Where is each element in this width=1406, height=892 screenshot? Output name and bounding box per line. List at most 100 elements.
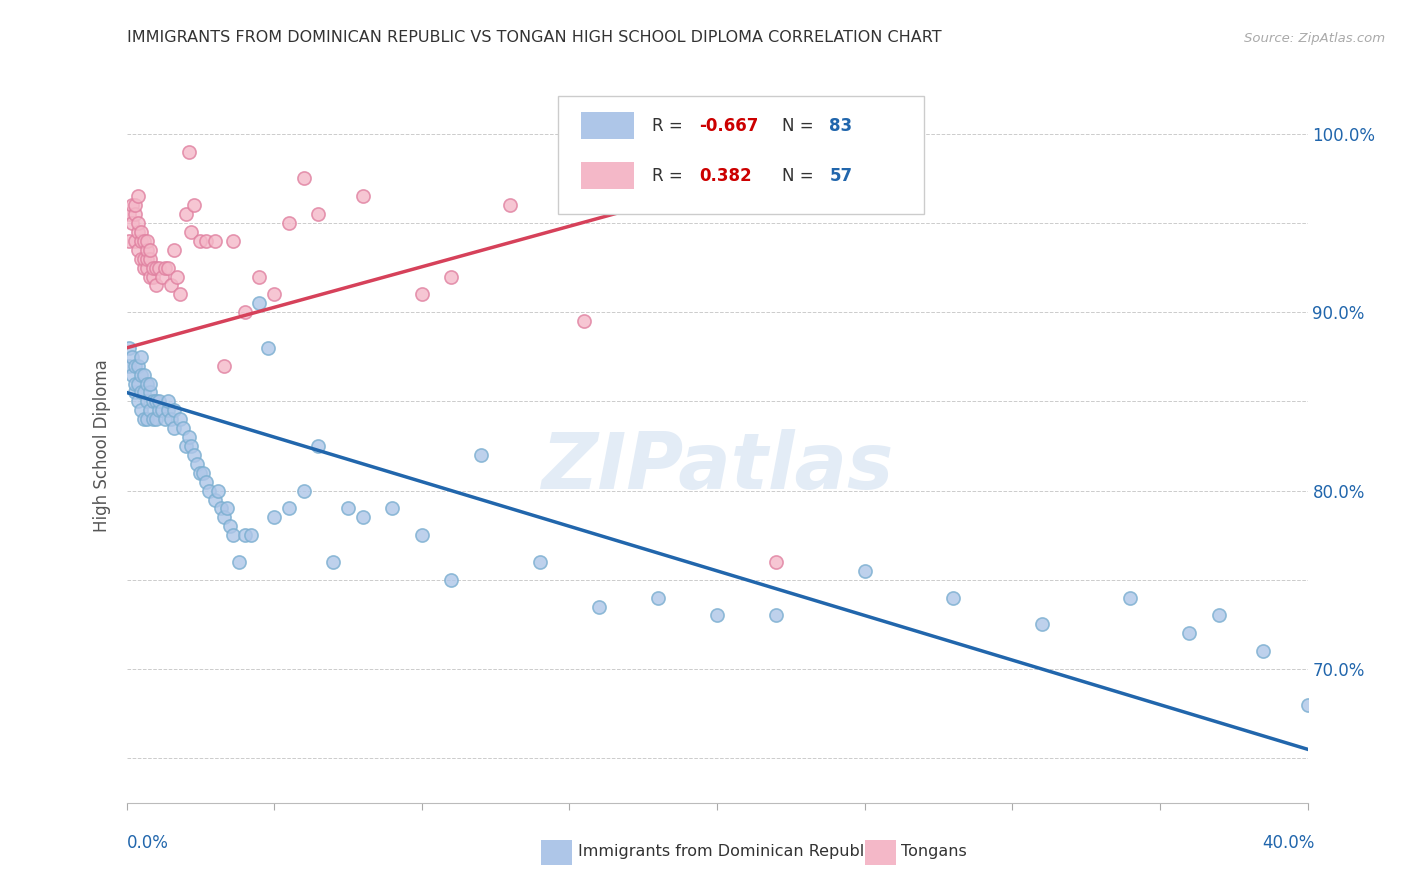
Point [529,555,551,569]
Point [263,510,285,524]
Text: IMMIGRANTS FROM DOMINICAN REPUBLIC VS TONGAN HIGH SCHOOL DIPLOMA CORRELATION CHA: IMMIGRANTS FROM DOMINICAN REPUBLIC VS TO… [127,29,941,45]
Point [139,252,162,266]
Point [124,198,146,212]
Point [381,501,404,516]
Point [307,207,329,221]
Text: 0.382: 0.382 [699,168,752,186]
Point [124,207,146,221]
Point [150,269,173,284]
Point [127,189,149,203]
Point [292,171,315,186]
Point [124,234,146,248]
Text: N =: N = [782,117,818,135]
Y-axis label: High School Diploma: High School Diploma [93,359,111,533]
Point [352,189,374,203]
Point [163,403,186,417]
Point [174,207,197,221]
Point [204,234,226,248]
Point [127,225,149,239]
Point [153,412,176,426]
Text: 40.0%: 40.0% [1263,834,1315,852]
Point [142,412,165,426]
Text: -0.667: -0.667 [699,117,759,135]
Point [142,260,165,275]
Point [121,198,143,212]
Point [142,269,165,284]
Point [127,359,149,373]
Point [853,564,876,578]
Point [239,528,262,542]
Point [121,350,143,364]
Point [588,599,610,614]
Point [322,555,344,569]
Point [127,376,149,391]
Point [150,403,173,417]
Point [156,260,179,275]
Point [942,591,965,605]
Point [129,234,153,248]
Point [215,501,238,516]
Point [129,350,153,364]
Point [1296,698,1319,712]
Point [307,439,329,453]
FancyBboxPatch shape [558,96,924,214]
Point [136,394,159,409]
Point [177,145,200,159]
Point [247,296,270,310]
Text: Source: ZipAtlas.com: Source: ZipAtlas.com [1244,31,1385,45]
Point [118,234,141,248]
Point [174,439,197,453]
Point [186,457,208,471]
Point [352,510,374,524]
Point [195,475,218,489]
Point [134,234,156,248]
Point [574,314,596,328]
Point [207,483,229,498]
Point [1031,617,1053,632]
Point [706,608,728,623]
Point [1251,644,1274,658]
Point [134,412,156,426]
Point [156,403,179,417]
Point [188,234,211,248]
Point [212,359,235,373]
Point [145,412,167,426]
Text: 57: 57 [830,168,852,186]
Point [337,501,360,516]
Point [647,591,669,605]
Point [145,394,167,409]
Point [765,555,787,569]
Point [180,439,202,453]
Point [1119,591,1142,605]
Point [153,260,176,275]
Point [209,501,232,516]
Point [118,341,141,355]
Point [1208,608,1230,623]
Point [195,234,218,248]
Point [169,412,191,426]
Point [145,278,167,293]
Point [148,260,170,275]
Point [127,394,149,409]
Point [159,278,183,293]
FancyBboxPatch shape [581,112,634,139]
Point [188,466,211,480]
Point [136,412,159,426]
Point [139,403,162,417]
Point [183,448,205,462]
Point [183,198,205,212]
Point [139,376,162,391]
Point [129,403,153,417]
Point [127,216,149,230]
Point [1178,626,1201,640]
Point [136,234,159,248]
Point [163,243,186,257]
Point [118,359,141,373]
Point [172,421,194,435]
Point [204,492,226,507]
Text: ZIPatlas: ZIPatlas [541,429,893,506]
Point [219,519,242,533]
Point [134,260,156,275]
Text: 83: 83 [830,117,852,135]
Point [121,368,143,382]
